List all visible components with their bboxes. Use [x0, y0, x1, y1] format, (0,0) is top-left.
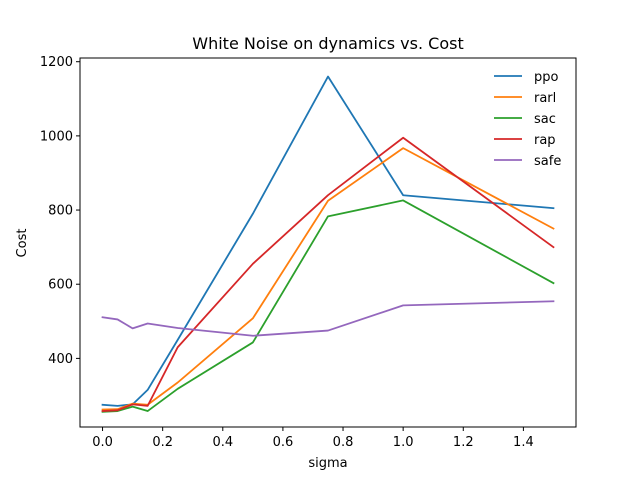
x-tick-label: 0.4 — [212, 435, 233, 450]
x-axis-label: sigma — [308, 456, 347, 471]
series-layer — [101, 75, 555, 413]
plot-area-frame — [79, 57, 577, 428]
y-tick-label: 400 — [48, 352, 73, 367]
legend-label-ppo: ppo — [534, 70, 559, 85]
legend: ppo rarl sac rap safe — [494, 70, 561, 169]
x-tick-label: 0.8 — [333, 435, 354, 450]
x-tick-label: 1.4 — [513, 435, 534, 450]
legend-label-rap: rap — [534, 133, 556, 148]
series-line-ppo — [101, 75, 555, 407]
y-tick-label: 1200 — [40, 55, 73, 70]
series-line-sac — [101, 199, 555, 413]
x-tick-label: 0.2 — [152, 435, 173, 450]
y-tick-label: 600 — [48, 278, 73, 293]
x-tick-label: 0.6 — [273, 435, 294, 450]
x-tick-label: 1.2 — [453, 435, 474, 450]
series-line-rap — [101, 136, 555, 412]
y-axis-label: Cost — [15, 229, 30, 258]
y-tick-label: 1000 — [40, 129, 73, 144]
series-line-rarl — [101, 147, 555, 411]
y-tick-label: 800 — [48, 204, 73, 219]
x-axis: 0.0 0.2 0.4 0.6 0.8 1.0 1.2 1.4 — [92, 427, 534, 450]
legend-label-sac: sac — [534, 112, 556, 127]
x-tick-label: 0.0 — [92, 435, 113, 450]
y-axis: 400 600 800 1000 1200 — [40, 55, 80, 367]
x-tick-label: 1.0 — [393, 435, 414, 450]
series-line-safe — [101, 300, 555, 337]
chart-title: White Noise on dynamics vs. Cost — [192, 34, 463, 53]
legend-label-rarl: rarl — [534, 91, 556, 106]
legend-label-safe: safe — [534, 154, 561, 169]
